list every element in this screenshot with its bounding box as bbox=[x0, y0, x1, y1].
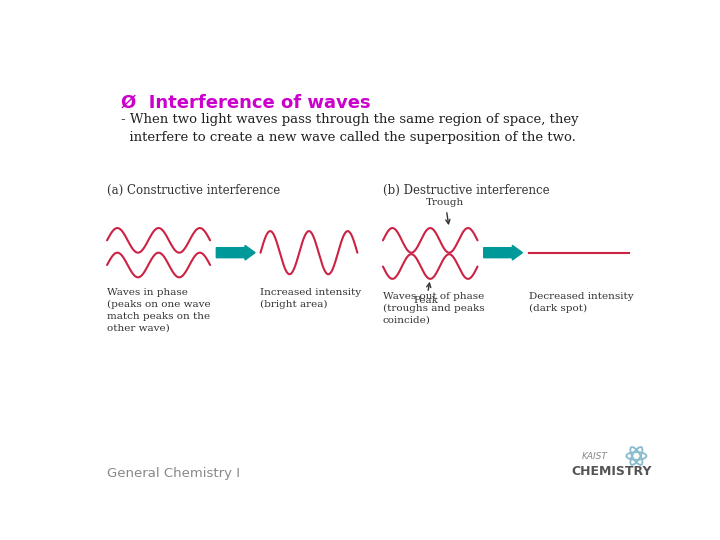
Text: Ø  Interference of waves: Ø Interference of waves bbox=[121, 94, 371, 112]
FancyArrow shape bbox=[484, 245, 523, 260]
Text: General Chemistry I: General Chemistry I bbox=[107, 467, 240, 480]
Text: (b) Destructive interference: (b) Destructive interference bbox=[383, 184, 549, 197]
Text: Decreased intensity
(dark spot): Decreased intensity (dark spot) bbox=[528, 292, 634, 313]
Text: CHEMISTRY: CHEMISTRY bbox=[571, 465, 652, 478]
Text: Waves out of phase
(troughs and peaks
coincide): Waves out of phase (troughs and peaks co… bbox=[383, 292, 485, 325]
Text: Trough: Trough bbox=[426, 198, 464, 224]
Text: (a) Constructive interference: (a) Constructive interference bbox=[107, 184, 280, 197]
Text: Peak: Peak bbox=[414, 283, 438, 305]
Text: - When two light waves pass through the same region of space, they
  interfere t: - When two light waves pass through the … bbox=[121, 112, 579, 144]
Text: Increased intensity
(bright area): Increased intensity (bright area) bbox=[261, 288, 361, 309]
FancyArrow shape bbox=[216, 245, 255, 260]
Text: KAIST: KAIST bbox=[582, 452, 608, 461]
Text: Waves in phase
(peaks on one wave
match peaks on the
other wave): Waves in phase (peaks on one wave match … bbox=[107, 288, 211, 333]
